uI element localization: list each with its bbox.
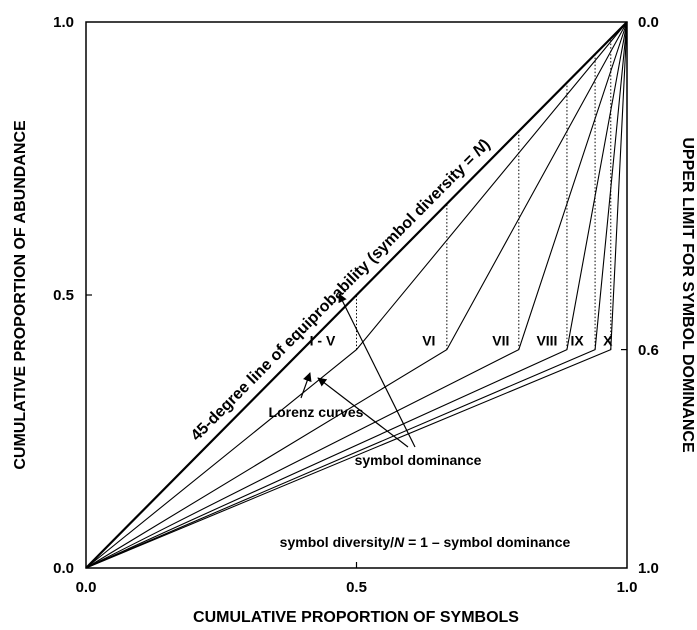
arrow-dominance-to-i-v [317,377,409,448]
arrow-dominance-to-vi [338,293,416,448]
equiprobability-line [85,21,628,569]
curve-label-vi: VI [422,333,435,349]
x-tick-1: 0.5 [346,579,367,596]
symbol-dominance-annotation: symbol dominance [355,452,482,468]
y2-tick-0: 1.0 [638,560,659,577]
dominance-dotted-layer [356,38,612,350]
x-axis-title: CUMULATIVE PROPORTION OF SYMBOLS [193,609,519,626]
y-tick-1: 0.5 [53,287,74,304]
curve-label-i-v: I - V [310,333,336,349]
y2-axis-title: UPPER LIMIT FOR SYMBOL DOMINANCE [679,137,696,453]
curve-labels-layer: I - V VI VII VIII IX X [310,333,613,349]
y-tick-2: 1.0 [53,14,74,31]
y2-tick-1: 0.6 [638,342,659,359]
annotation-arrows [300,293,416,448]
y2-tick-2: 0.0 [638,14,659,31]
curve-label-viii: VIII [536,333,557,349]
curve-label-ix: IX [570,333,584,349]
y-tick-0: 0.0 [53,560,74,577]
formula-annotation: symbol diversity/N = 1 – symbol dominanc… [280,534,571,550]
x-tick-0: 0.0 [76,579,97,596]
equi-label-prefix: 45-degree line of equiprobability (symbo… [188,148,482,444]
tick-marks [86,294,627,568]
x-tick-2: 1.0 [617,579,638,596]
lorenz-curves-annotation: Lorenz curves [269,404,364,420]
curve-label-vii: VII [492,333,509,349]
arrow-lorenz-to-curve [300,372,312,399]
y-axis-title: CUMULATIVE PROPORTION OF ABUNDANCE [12,120,29,470]
curve-label-x: X [603,333,613,349]
equiprobability-label: 45-degree line of equiprobability (symbo… [188,136,494,444]
